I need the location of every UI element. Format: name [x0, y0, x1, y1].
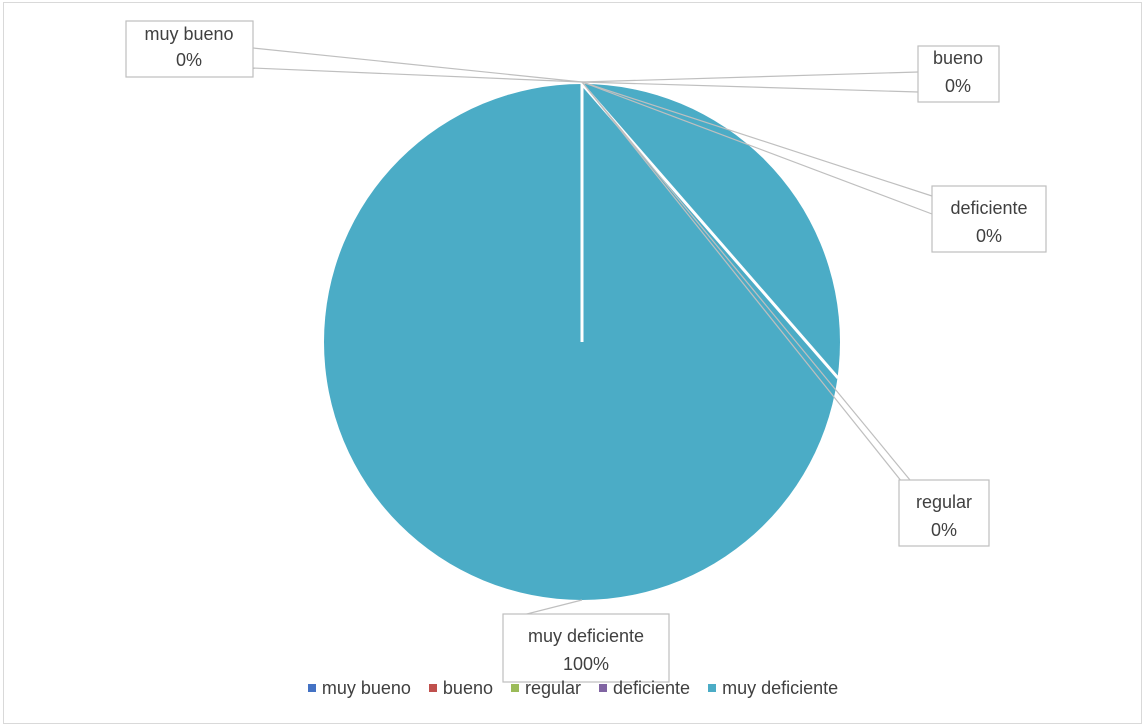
data-label-muy-deficiente-value: 100%: [563, 654, 609, 674]
legend-swatch-muy-bueno: [307, 684, 316, 692]
chart-legend: muy bueno bueno regular deficiente muy d…: [0, 676, 1146, 700]
data-label-deficiente-value: 0%: [976, 226, 1002, 246]
label-box-muy-deficiente: [502, 613, 670, 683]
legend-item-muy-bueno: muy bueno: [307, 677, 411, 699]
legend-swatch-regular: [510, 684, 519, 692]
label-box-regular: [898, 479, 990, 547]
leader-line-bueno: [581, 81, 919, 93]
leader-lines: [252, 47, 933, 621]
label-box-deficiente: [931, 185, 1047, 253]
legend-swatch-muy-deficiente: [708, 684, 717, 692]
legend-label-deficiente: deficiente: [613, 677, 691, 698]
legend-label-regular: regular: [524, 677, 582, 698]
legend-swatch-bueno: [428, 684, 437, 692]
leader-line-regular: [581, 81, 911, 481]
data-label-muy-bueno-name: muy bueno: [144, 24, 233, 44]
leader-line-muy-bueno: [252, 47, 583, 83]
data-label-muy-deficiente-name: muy deficiente: [528, 626, 644, 646]
legend-label-muy-bueno: muy bueno: [321, 677, 411, 698]
legend-item-muy-deficiente: muy deficiente: [708, 678, 838, 699]
data-label-bueno-value: 0%: [945, 76, 971, 96]
leader-line-muy-bueno: [252, 67, 583, 83]
label-boxes: [125, 20, 1047, 683]
legend-item-bueno: bueno: [428, 677, 493, 699]
legend-item-regular: regular: [510, 677, 582, 699]
label-box-bueno: [917, 45, 1000, 103]
leader-line-deficiente: [581, 81, 933, 215]
leader-line-regular: [581, 81, 903, 483]
legend-item-deficiente: deficiente: [599, 678, 690, 699]
data-label-muy-bueno-value: 0%: [176, 50, 202, 70]
data-label-bueno-name: bueno: [933, 48, 983, 68]
label-box-muy-bueno: [125, 20, 254, 78]
data-label-deficiente-name: deficiente: [950, 198, 1027, 218]
legend-label-bueno: bueno: [442, 677, 493, 698]
legend-label-muy-deficiente: muy deficiente: [722, 677, 839, 698]
leader-line-deficiente: [581, 81, 933, 197]
data-label-regular-value: 0%: [931, 520, 957, 540]
legend-swatch-deficiente: [599, 684, 608, 692]
leader-line-bueno: [581, 71, 919, 83]
data-label-regular-name: regular: [916, 492, 972, 512]
